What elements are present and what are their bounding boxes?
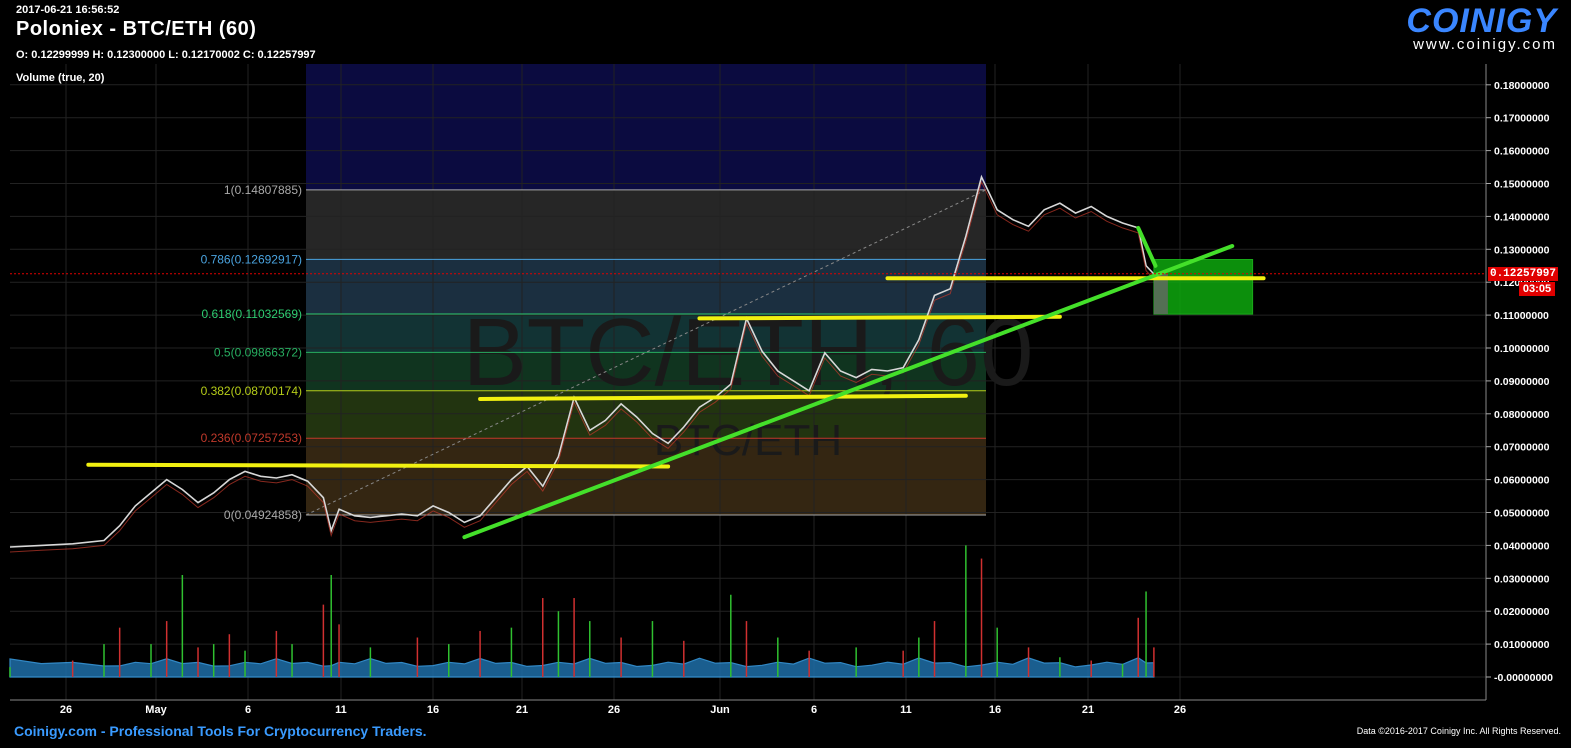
chart-timestamp: 2017-06-21 16:56:52	[16, 4, 120, 16]
logo-word: COINIGY	[1406, 2, 1557, 40]
fib-zone	[306, 314, 986, 353]
y-tick-label: 0.11000000	[1494, 310, 1549, 322]
x-tick-label: 26	[608, 704, 620, 716]
x-tick-label: 6	[245, 704, 251, 716]
fib-level-label: 0(0.04924858)	[224, 508, 302, 522]
price-series-line	[9, 174, 1155, 548]
price-low-line	[9, 180, 1155, 553]
x-tick-label: 6	[811, 704, 817, 716]
target-zone-box[interactable]	[1153, 258, 1254, 315]
x-tick-label: 26	[1174, 704, 1186, 716]
chart-title: Poloniex - BTC/ETH (60)	[16, 18, 257, 40]
x-tick-label: 11	[335, 704, 347, 716]
y-tick-label: 0.04000000	[1494, 540, 1550, 552]
fib-zone-top	[306, 64, 986, 190]
ohlc-readout: O: 0.12299999 H: 0.12300000 L: 0.1217000…	[16, 49, 316, 61]
last-candle-body	[1153, 273, 1168, 315]
bar-countdown-badge: 03:05	[1519, 281, 1555, 296]
fib-level-label: 0.618(0.11032569)	[201, 307, 302, 321]
fib-level-label: 0.786(0.12692917)	[201, 252, 302, 266]
y-tick-label: 0.05000000	[1494, 508, 1550, 520]
y-tick-label: 0.17000000	[1494, 113, 1550, 125]
y-tick-label: 0.08000000	[1494, 409, 1550, 421]
y-tick-label: 0.03000000	[1494, 573, 1550, 585]
fib-level-label: 0.5(0.09866372)	[214, 345, 302, 359]
coinigy-logo: COINIGY www.coinigy.com	[1406, 2, 1557, 53]
drop-green[interactable]	[1136, 225, 1158, 268]
x-tick-label: 11	[900, 704, 912, 716]
support-yellow-3[interactable]	[697, 314, 1062, 321]
volume-ma-area	[9, 657, 1155, 678]
footer-tagline-link[interactable]: Coinigy.com - Professional Tools For Cry…	[14, 723, 427, 739]
support-yellow-2[interactable]	[478, 393, 968, 401]
y-tick-label: 0.10000000	[1494, 343, 1550, 355]
y-tick-label: 0.06000000	[1494, 475, 1550, 487]
y-tick-label: 0.13000000	[1494, 244, 1550, 256]
x-tick-label: 21	[1082, 704, 1094, 716]
x-tick-label: 21	[516, 704, 528, 716]
fib-zone	[306, 259, 986, 315]
x-tick-label: 16	[989, 704, 1001, 716]
fib-level-label: 0.236(0.07257253)	[201, 431, 302, 445]
watermark-sub: BTC/ETH	[654, 416, 842, 465]
fib-level-label: 0.382(0.08700174)	[201, 384, 302, 398]
y-tick-label: 0.15000000	[1494, 179, 1550, 191]
x-tick-label: May	[145, 704, 167, 716]
trend-green[interactable]	[462, 244, 1235, 540]
y-tick-label: 0.18000000	[1494, 80, 1550, 92]
fib-level-label: 1(0.14807885)	[224, 183, 302, 197]
y-tick-label: 0.14000000	[1494, 211, 1550, 223]
y-tick-label: 0.09000000	[1494, 376, 1550, 388]
logo-url: www.coinigy.com	[1413, 36, 1557, 53]
x-tick-label: Jun	[710, 704, 730, 716]
y-tick-label: -0.00000000	[1494, 672, 1553, 684]
y-tick-label: 0.01000000	[1494, 639, 1550, 651]
y-tick-label: 0.02000000	[1494, 606, 1550, 618]
fib-zone	[306, 189, 986, 260]
x-tick-label: 26	[60, 704, 72, 716]
volume-indicator-label[interactable]: Volume (true, 20)	[16, 72, 105, 84]
x-tick-label: 16	[427, 704, 439, 716]
last-price-badge: 0.12257997	[1488, 266, 1558, 281]
y-tick-label: 0.16000000	[1494, 146, 1550, 158]
footer-copyright: Data ©2016-2017 Coinigy Inc. All Rights …	[1356, 726, 1561, 736]
y-tick-label: 0.07000000	[1494, 442, 1550, 454]
fib-zone	[306, 438, 986, 515]
support-yellow-1[interactable]	[86, 462, 671, 469]
